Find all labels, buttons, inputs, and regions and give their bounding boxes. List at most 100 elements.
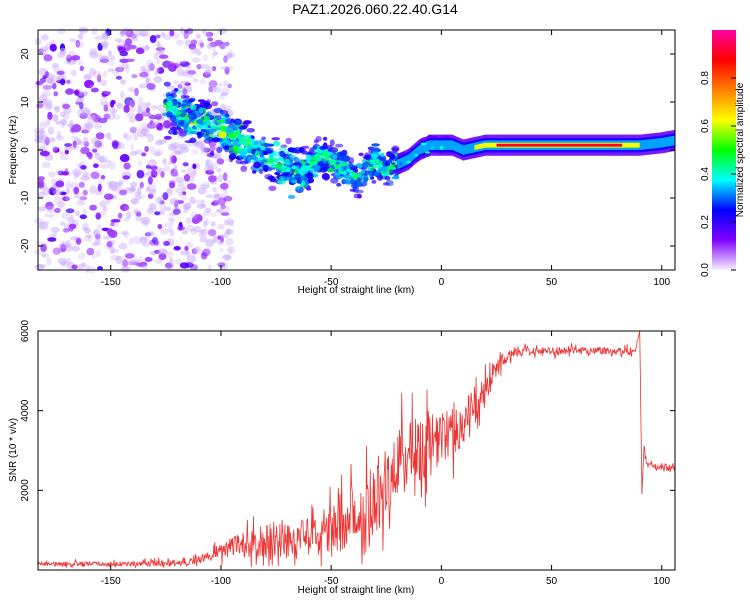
snr-frame	[37, 330, 676, 571]
spectrogram-cell	[168, 143, 177, 151]
spectrogram-cell	[293, 146, 302, 154]
spectrogram-cell	[217, 239, 224, 246]
spectrogram-cell	[196, 48, 202, 57]
spectrogram-cell	[35, 80, 44, 86]
spectrogram-cell	[169, 217, 175, 225]
spectrogram-cell	[212, 235, 218, 244]
spectrogram-cell	[53, 91, 58, 97]
spectrogram-cell	[167, 227, 173, 233]
x-tick-label: -50	[324, 576, 339, 587]
spectrogram-cell	[119, 189, 128, 196]
spectrogram-cell	[75, 237, 82, 245]
spectrogram-cell	[140, 128, 149, 136]
spectrogram-cell	[103, 40, 108, 49]
spectrogram-cell	[226, 228, 232, 236]
spectrogram-cell	[39, 121, 47, 130]
spectrogram-cell	[158, 252, 167, 261]
spectrogram-cell	[384, 176, 391, 181]
spectrogram-cell	[184, 64, 191, 73]
spectrogram-cell	[107, 108, 118, 114]
spectrogram-cell	[50, 78, 55, 87]
spectrogram-cell	[205, 158, 210, 167]
spectrogram-cell	[341, 171, 347, 175]
spectrogram-cell	[137, 129, 146, 138]
spectrogram-cell	[230, 138, 236, 141]
spectrogram-cell	[94, 123, 102, 129]
spectrogram-cell	[38, 67, 48, 77]
snr-series-line	[37, 330, 676, 569]
spectrogram-cell	[156, 41, 161, 48]
spectrogram-cell	[380, 152, 385, 157]
colorbar-tick-label: 0.4	[700, 167, 711, 181]
spectrogram-cell	[46, 257, 52, 266]
spectrogram-cell	[348, 163, 354, 168]
spectrogram-cell	[60, 118, 68, 126]
spectrogram-cell	[107, 49, 112, 57]
spectrogram-cell	[77, 92, 85, 99]
spectrogram-cell	[163, 135, 172, 140]
spectrogram-cell	[272, 140, 281, 147]
spectrogram-cell	[65, 257, 72, 266]
spectrogram-cell	[154, 249, 161, 254]
spectrogram-cell	[323, 163, 330, 170]
colorbar-tick-label: 0.0	[700, 263, 711, 277]
spectrogram-cell	[147, 176, 153, 185]
spectrogram-cell	[138, 83, 147, 89]
spectrogram-cell	[109, 222, 119, 228]
spectrogram-cell	[69, 119, 74, 127]
spectrogram-cell	[207, 43, 213, 50]
spectrogram-cell	[47, 126, 55, 135]
spectrogram-cell	[212, 66, 217, 72]
spectrogram-cell	[134, 191, 142, 197]
spectrogram-cell	[191, 57, 201, 63]
spectrogram-cell	[225, 237, 234, 246]
spectrogram-cell	[368, 163, 374, 167]
spectrogram-cell	[154, 71, 159, 75]
spectrogram-cell	[110, 254, 120, 261]
spectrogram-cell	[295, 185, 301, 190]
colorbar-tick-label: 0.2	[700, 215, 711, 229]
spectrogram-cell	[323, 176, 330, 181]
spectrogram-cell	[55, 180, 65, 188]
spectrogram-cell	[70, 55, 81, 61]
spectrogram-cell	[290, 179, 299, 184]
spectrogram-cell	[71, 124, 82, 133]
spectrogram-cell	[119, 30, 125, 37]
spectrogram-cell	[166, 95, 174, 102]
spectrogram-cell	[102, 235, 113, 240]
spectrogram-cell	[97, 224, 103, 230]
spectrogram-cell	[100, 41, 109, 47]
spectrogram-cell	[170, 142, 181, 149]
spectrogram-cell	[78, 181, 85, 188]
spectrogram-cell	[148, 63, 155, 71]
spectrogram-cell	[357, 193, 362, 199]
spectrogram-cell	[185, 216, 192, 225]
spectrogram-cell	[207, 37, 214, 42]
spectrogram-cell	[200, 252, 208, 260]
spectrogram-cell	[73, 174, 79, 179]
spectrogram-cell	[141, 152, 147, 157]
spectrogram-cell	[71, 264, 78, 270]
spectrogram-cell	[212, 186, 218, 193]
spectrogram-cell	[287, 194, 296, 199]
spectrogram-cell	[170, 155, 177, 164]
spectrogram-cell	[65, 239, 71, 249]
spectrogram-cell	[154, 239, 161, 248]
spectrogram-cell	[95, 249, 102, 257]
spectrogram-cell	[156, 150, 161, 157]
snr-x-ticks: -150 -100 -50 0 50 100	[101, 331, 671, 587]
spectrogram-cell	[94, 35, 104, 41]
spectrogram-cell	[332, 154, 338, 160]
spectrogram-cell	[40, 220, 50, 225]
spectrogram-cell	[34, 130, 44, 140]
spectrogram-cell	[127, 259, 138, 266]
spectrogram-cell	[350, 179, 357, 184]
spectrogram-cell	[163, 240, 170, 246]
spectrogram-cell	[91, 241, 101, 247]
spectrogram-cell	[285, 137, 292, 145]
spectrogram-cell	[134, 87, 139, 97]
spectrogram-cell	[60, 111, 66, 118]
spectrogram-cell	[118, 46, 126, 53]
spectrogram-cell	[86, 112, 96, 120]
spectrogram-cell	[197, 187, 207, 195]
